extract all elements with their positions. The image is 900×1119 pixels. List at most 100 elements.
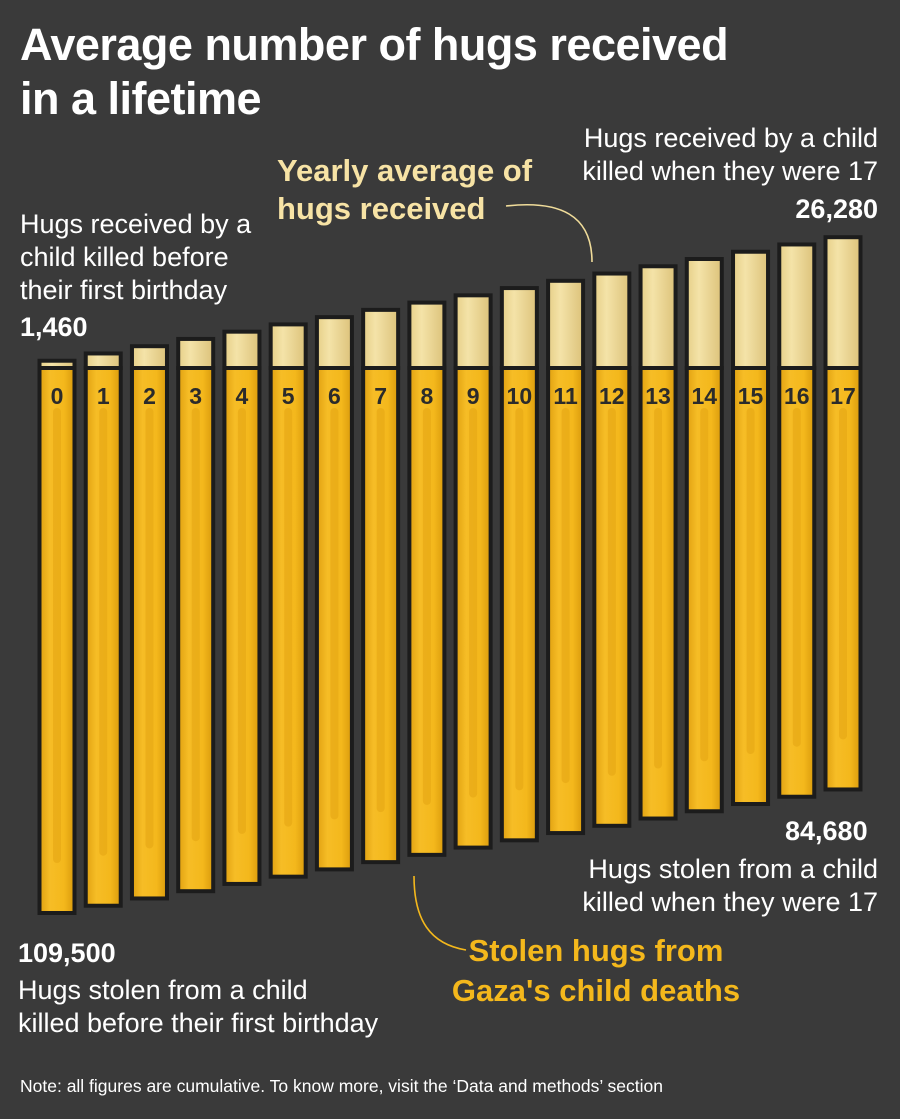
stolen-bar-texture-12 [607,408,616,776]
age-label-8: 8 [420,383,433,409]
received-bar-age-3 [176,336,216,370]
stolen-bar-age-7 [361,366,401,865]
chart-title-line-1: Average number of hugs received [20,19,729,70]
stolen-bar-texture-7 [376,408,385,813]
received-series-key: Yearly average of hugs received [277,152,577,228]
age-label-1: 1 [97,383,110,409]
age-label-14: 14 [691,383,717,409]
last-stolen-line-2: killed when they were 17 [582,887,878,917]
age-label-10: 10 [507,383,533,409]
received-bar-age-1 [83,351,123,371]
last-received-value: 26,280 [795,194,878,224]
age-label-12: 12 [599,383,625,409]
stolen-bar-texture-15 [746,408,755,754]
stolen-bar-age-13 [638,366,678,821]
stolen-bar-texture-11 [561,408,570,784]
stolen-bar-texture-14 [700,408,709,762]
stolen-bar-age-9 [453,366,493,850]
received-key-connector [505,204,593,263]
stolen-key-line-1: Stolen hugs from [468,933,724,968]
first-received-value: 1,460 [20,312,88,342]
first-stolen-line-2: killed before their first birthday [18,1008,379,1038]
stolen-bar-texture-13 [654,408,663,769]
first-received-annotation: Hugs received by a child killed before t… [20,208,280,307]
stolen-bar-age-10 [499,366,539,843]
stolen-bar-texture-16 [792,408,801,747]
received-bar-age-9 [453,293,493,371]
stolen-bar-texture-0 [53,408,61,863]
received-bar-age-2 [129,344,169,371]
stolen-bar-texture-9 [469,408,478,798]
received-bar-age-17 [823,235,863,370]
stolen-bar-age-15 [731,366,771,806]
age-label-6: 6 [328,383,341,409]
stolen-bar-age-1 [83,366,123,908]
stolen-bar-age-4 [222,366,262,886]
received-bar-age-15 [731,249,771,371]
stolen-key-line-2: Gaza's child deaths [451,973,741,1008]
stolen-bar-age-3 [176,366,216,894]
last-stolen-value: 84,680 [785,816,868,846]
first-stolen-value: 109,500 [18,938,116,968]
stolen-bar-age-5 [268,366,308,879]
age-label-16: 16 [784,383,810,409]
last-received-annotation: Hugs received by a child killed when the… [558,122,878,188]
footnote: Note: all figures are cumulative. To kno… [20,1076,663,1096]
age-label-9: 9 [467,383,480,409]
age-label-5: 5 [282,383,295,409]
received-bar-age-8 [407,300,447,371]
stolen-bar-texture-5 [284,408,293,827]
stolen-bar-age-2 [129,366,169,901]
received-bar-age-13 [638,264,678,370]
stolen-bar-texture-8 [422,408,431,805]
age-label-17: 17 [830,383,856,409]
stolen-bar-texture-17 [839,408,847,740]
stolen-bar-texture-1 [99,408,108,856]
received-bar-age-14 [684,257,724,370]
age-label-3: 3 [189,383,202,409]
chart-title: Average number of hugs received in a lif… [20,18,880,126]
age-label-2: 2 [143,383,156,409]
stolen-bar-texture-10 [515,408,524,791]
age-label-7: 7 [374,383,387,409]
stolen-bar-age-12 [592,366,632,828]
received-bar-age-16 [777,242,817,370]
first-received-line-2: child killed before [20,242,229,272]
age-label-11: 11 [553,383,578,409]
stolen-bar-texture-6 [330,408,339,820]
last-received-line-2: killed when they were 17 [582,156,878,186]
stolen-bar-age-11 [546,366,586,836]
stolen-bar-age-17 [823,366,863,792]
last-stolen-line-1: Hugs stolen from a child [588,854,878,884]
received-bar-age-5 [268,322,308,370]
received-bar-age-6 [314,315,354,370]
received-bar-age-7 [361,307,401,371]
stolen-series-key: Stolen hugs from Gaza's child deaths [436,931,756,1011]
last-stolen-annotation: Hugs stolen from a child killed when the… [558,853,878,919]
age-label-15: 15 [738,383,764,409]
received-bar-age-4 [222,329,262,370]
stolen-key-connector [413,875,467,951]
chart-title-line-2: in a lifetime [20,73,262,124]
stolen-bar-age-0 [37,366,77,915]
stolen-bar-age-6 [314,366,354,872]
age-label-13: 13 [645,383,671,409]
last-received-line-1: Hugs received by a child [583,123,878,153]
received-key-line-2: hugs received [277,191,486,226]
stolen-bar-age-14 [684,366,724,814]
received-bar-age-10 [499,286,539,371]
age-label-4: 4 [236,383,249,409]
first-received-line-3: their first birthday [20,275,228,305]
age-label-0: 0 [51,383,64,409]
first-stolen-line-1: Hugs stolen from a child [18,975,308,1005]
received-bar-age-12 [592,271,632,370]
stolen-bar-age-16 [777,366,817,799]
first-stolen-annotation: Hugs stolen from a child killed before t… [18,974,418,1040]
received-bar-age-11 [546,278,586,370]
stolen-bar-texture-3 [191,408,200,842]
first-received-line-1: Hugs received by a [20,209,252,239]
stolen-bar-texture-4 [237,408,246,834]
received-key-line-1: Yearly average of [277,153,533,188]
stolen-bar-texture-2 [145,408,154,849]
